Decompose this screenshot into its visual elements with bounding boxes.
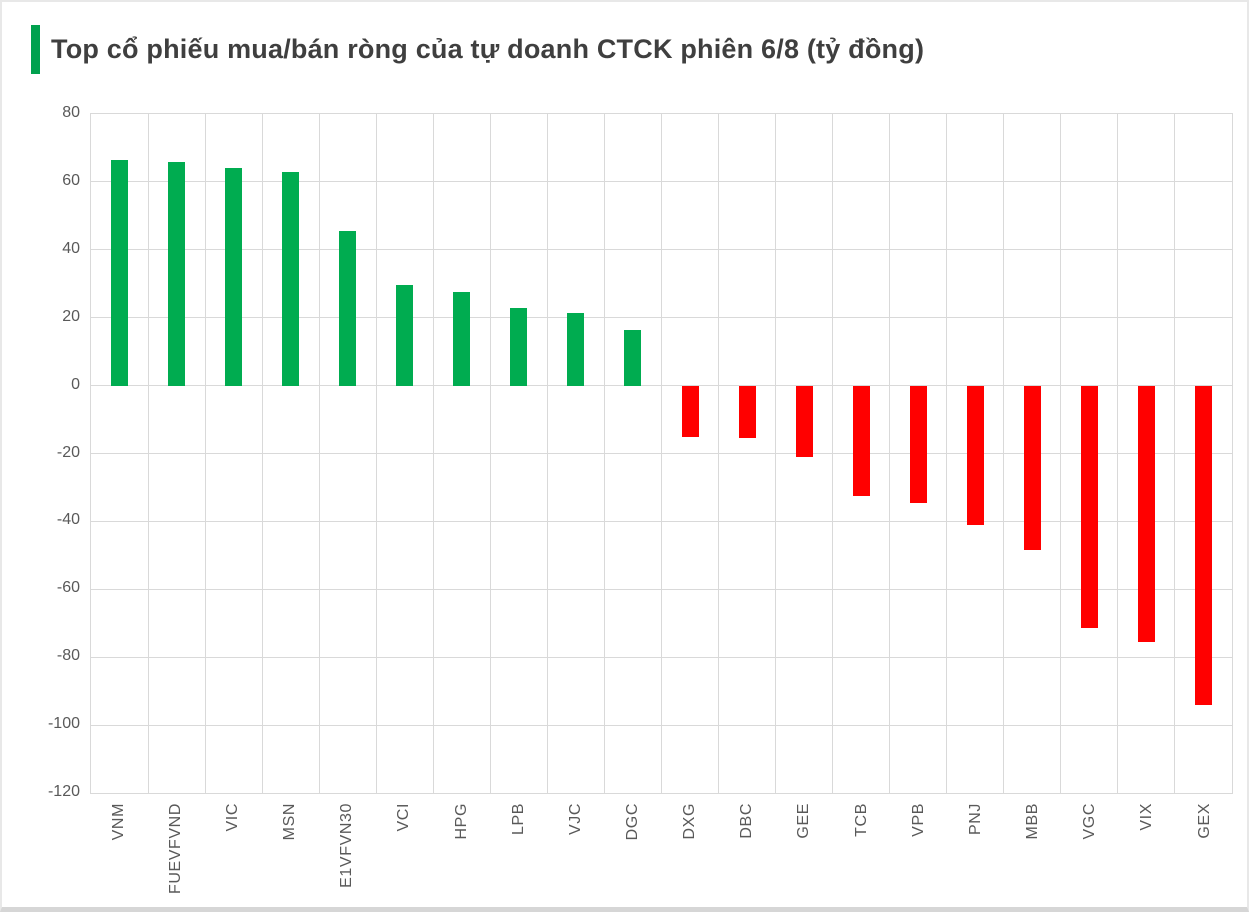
v-gridline xyxy=(775,114,777,793)
x-tick-vjc: VJC xyxy=(547,803,604,907)
bar-vix xyxy=(1137,385,1155,642)
v-gridline xyxy=(375,114,377,793)
bar-vic xyxy=(225,168,243,386)
y-tick-label: 80 xyxy=(62,104,80,121)
x-tick-label: DBC xyxy=(738,803,756,839)
x-axis: VNM FUEVFVND VIC MSN E1VFVN30 VCI HPG LPB VJC DGC… xyxy=(90,803,1233,907)
x-tick-label: FUEVFVND xyxy=(166,803,184,895)
x-tick-dbc: DBC xyxy=(719,803,776,907)
bar-dbc xyxy=(738,385,756,439)
x-tick-vnm: VNM xyxy=(90,803,147,907)
x-tick-label: GEX xyxy=(1195,803,1213,839)
v-gridline xyxy=(318,114,320,793)
v-gridline xyxy=(489,114,491,793)
bar-lpb xyxy=(510,307,528,386)
title-accent-bar xyxy=(31,25,40,74)
v-gridline xyxy=(832,114,834,793)
x-tick-hpg: HPG xyxy=(433,803,490,907)
bar-hpg xyxy=(453,292,471,386)
x-tick-vci: VCI xyxy=(376,803,433,907)
x-tick-label: VGC xyxy=(1081,803,1099,840)
v-gridline xyxy=(889,114,891,793)
v-gridline xyxy=(147,114,149,793)
x-tick-gex: GEX xyxy=(1176,803,1233,907)
v-gridline xyxy=(718,114,720,793)
x-tick-e1vfvn30: E1VFVN30 xyxy=(319,803,376,907)
x-tick-label: VNM xyxy=(109,803,127,841)
y-tick-label: -20 xyxy=(56,443,80,461)
x-tick-label: DGC xyxy=(623,803,641,841)
y-tick-label: -60 xyxy=(56,579,80,597)
bar-gee xyxy=(795,385,813,457)
y-tick-label: 20 xyxy=(62,307,80,325)
x-tick-label: VIC xyxy=(223,803,241,832)
bar-dgc xyxy=(624,329,642,386)
bar-vci xyxy=(396,285,414,386)
x-tick-label: VJC xyxy=(566,803,584,836)
y-tick-label: 60 xyxy=(62,171,80,189)
v-gridline xyxy=(546,114,548,793)
x-tick-label: VIX xyxy=(1138,803,1156,831)
bar-msn xyxy=(282,171,300,386)
x-tick-label: HPG xyxy=(452,803,470,840)
x-tick-vgc: VGC xyxy=(1062,803,1119,907)
chart-header: Top cổ phiếu mua/bán ròng của tự doanh C… xyxy=(31,25,924,74)
y-axis: 80 60 40 20 0 -20 -40 -60 -80 -100 -120 xyxy=(2,2,80,907)
x-tick-label: LPB xyxy=(509,803,527,836)
bar-vpb xyxy=(909,385,927,503)
bar-vjc xyxy=(567,312,585,386)
v-gridline xyxy=(1003,114,1005,793)
x-tick-vix: VIX xyxy=(1119,803,1176,907)
bar-mbb xyxy=(1023,385,1041,551)
bar-gex xyxy=(1194,385,1212,705)
bar-vnm xyxy=(111,159,129,386)
y-tick-label: -100 xyxy=(47,715,80,733)
x-tick-label: E1VFVN30 xyxy=(338,803,356,888)
bar-vgc xyxy=(1080,385,1098,629)
x-tick-pnj: PNJ xyxy=(947,803,1004,907)
x-tick-lpb: LPB xyxy=(490,803,547,907)
bar-pnj xyxy=(966,385,984,525)
v-gridline xyxy=(1060,114,1062,793)
x-tick-dxg: DXG xyxy=(662,803,719,907)
x-tick-label: PNJ xyxy=(966,803,984,836)
v-gridline xyxy=(661,114,662,793)
bar-e1vfvn30 xyxy=(339,231,357,386)
x-tick-dgc: DGC xyxy=(604,803,661,907)
bar-dxg xyxy=(681,385,699,437)
x-tick-mbb: MBB xyxy=(1005,803,1062,907)
y-tick-label: -40 xyxy=(56,511,80,529)
x-tick-vic: VIC xyxy=(204,803,261,907)
x-tick-fuevfvnd: FUEVFVND xyxy=(147,803,204,907)
x-tick-msn: MSN xyxy=(261,803,318,907)
chart-title: Top cổ phiếu mua/bán ròng của tự doanh C… xyxy=(51,34,925,64)
v-gridline xyxy=(1117,114,1119,793)
v-gridline xyxy=(204,114,206,793)
x-tick-gee: GEE xyxy=(776,803,833,907)
plot-area xyxy=(90,113,1233,794)
x-tick-vpb: VPB xyxy=(890,803,947,907)
x-tick-label: TCB xyxy=(852,803,870,837)
y-tick-label: -80 xyxy=(56,647,80,665)
bar-fuevfvnd xyxy=(168,161,186,386)
y-tick-label: -120 xyxy=(47,783,80,800)
bar-tcb xyxy=(852,385,870,496)
x-tick-label: MSN xyxy=(281,803,299,841)
x-tick-label: MBB xyxy=(1024,803,1042,840)
x-tick-label: DXG xyxy=(681,803,699,840)
v-gridline xyxy=(261,114,263,793)
v-gridline xyxy=(1174,114,1176,793)
x-tick-label: VCI xyxy=(395,803,413,832)
v-gridline xyxy=(603,114,605,793)
y-tick-label: 40 xyxy=(62,239,80,257)
x-tick-tcb: TCB xyxy=(833,803,890,907)
x-tick-label: GEE xyxy=(795,803,813,839)
v-gridline xyxy=(946,114,948,793)
v-gridline xyxy=(432,114,434,793)
x-tick-label: VPB xyxy=(909,803,927,837)
y-tick-label: 0 xyxy=(71,375,80,393)
